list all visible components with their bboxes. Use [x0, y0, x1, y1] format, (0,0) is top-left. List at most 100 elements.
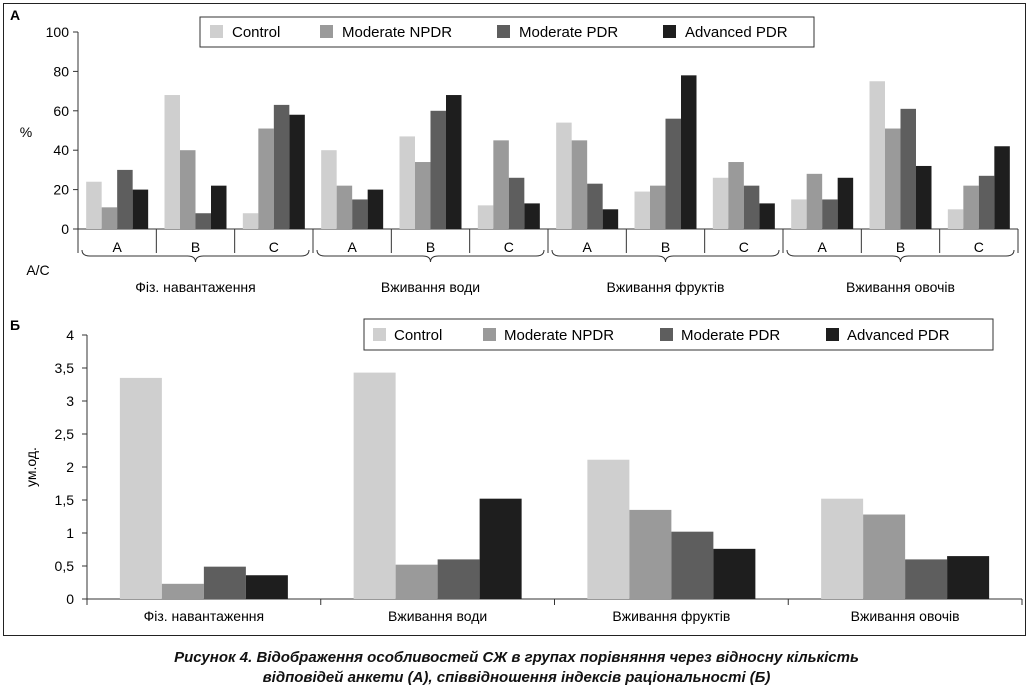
category-label: B	[896, 239, 905, 255]
bar	[712, 177, 729, 229]
bar	[994, 146, 1010, 229]
bar	[242, 213, 259, 229]
bar	[399, 136, 415, 229]
category-axis-label: A/C	[26, 262, 49, 278]
category-label: C	[269, 239, 279, 255]
bar	[446, 95, 462, 229]
bar	[791, 199, 807, 229]
bar	[978, 175, 995, 229]
figure-caption: Рисунок 4. Відображення особливостей СЖ …	[0, 648, 1033, 688]
group-label: Фіз. навантаження	[135, 279, 256, 295]
bar	[650, 185, 666, 229]
chart-panel-b: Б 0 0,5 1 1,5 2 2,5 3 3,5 4 ум.од. Фіз. навантаженн…	[10, 317, 1023, 624]
legend-box	[363, 318, 994, 351]
bar	[161, 583, 204, 599]
bar	[556, 122, 572, 229]
y-tick-label: 0,5	[55, 558, 75, 574]
bar	[321, 150, 337, 229]
panel-a-label: А	[10, 7, 20, 23]
category-label: C	[739, 239, 749, 255]
y-tick-label: 20	[53, 182, 69, 198]
bar	[671, 531, 714, 599]
legend-swatch	[826, 328, 839, 341]
bar	[885, 128, 901, 229]
figure-frame	[3, 3, 1026, 636]
bar	[352, 199, 368, 229]
bar	[477, 205, 494, 229]
legend-swatch	[497, 25, 510, 38]
bar	[430, 110, 446, 229]
legend-item: Control	[394, 327, 442, 344]
bar	[273, 104, 290, 229]
bar	[101, 207, 118, 229]
bar	[117, 169, 133, 229]
y-tick-label: 1	[66, 525, 74, 541]
legend-item: Advanced PDR	[685, 24, 788, 41]
bar	[508, 177, 525, 229]
legend-item: Moderate NPDR	[342, 24, 452, 41]
y-tick-label: 80	[53, 63, 69, 79]
legend-box	[199, 16, 815, 48]
legend-item: Moderate PDR	[519, 24, 618, 41]
bar	[947, 556, 990, 599]
caption-line-1: Рисунок 4. Відображення особливостей СЖ …	[174, 649, 859, 666]
bar	[743, 185, 760, 229]
y-tick-label: 100	[46, 24, 70, 40]
bar	[900, 108, 916, 229]
bar	[395, 564, 438, 599]
y-tick-label: 2	[66, 459, 74, 475]
y-tick-label: 40	[53, 142, 69, 158]
category-label: Вживання фруктів	[612, 608, 730, 624]
y-axis-label: %	[20, 124, 32, 140]
category-label: Вживання овочів	[851, 608, 960, 624]
group-label: Вживання овочів	[846, 279, 955, 295]
bar	[203, 566, 246, 599]
legend-item: Moderate NPDR	[504, 327, 614, 344]
bar	[524, 203, 540, 229]
bar	[195, 213, 211, 229]
legend-swatch	[373, 328, 386, 341]
bar	[415, 162, 431, 229]
group-brace	[81, 249, 310, 263]
group-brace	[786, 249, 1015, 263]
panel-b-label: Б	[10, 317, 20, 333]
bar	[571, 140, 588, 229]
group-brace	[316, 249, 545, 263]
bar	[822, 199, 838, 229]
legend-swatch	[483, 328, 496, 341]
chart-panel-a: А 0 20 40 60 80 100% A/C A B C Фіз. навантаження A B C…	[10, 7, 1019, 295]
caption-line-2: відповідей анкети (А), співвідношення ін…	[262, 669, 771, 686]
legend-item: Control	[232, 24, 280, 41]
category-label: A	[112, 239, 122, 255]
y-tick-label: 3	[66, 393, 74, 409]
bar	[132, 189, 149, 229]
bar	[164, 95, 180, 229]
category-label: B	[191, 239, 200, 255]
bar	[821, 498, 864, 599]
category-label: B	[661, 239, 670, 255]
bar	[180, 150, 196, 229]
legend-swatch	[320, 25, 333, 38]
bar	[963, 185, 979, 229]
legend-swatch	[660, 328, 673, 341]
category-label: A	[582, 239, 592, 255]
bar	[602, 209, 619, 229]
y-tick-label: 0	[66, 591, 74, 607]
y-tick-label: 4	[66, 327, 74, 343]
bar	[86, 181, 102, 229]
bar	[245, 575, 288, 599]
category-label: C	[504, 239, 514, 255]
bar	[905, 559, 948, 599]
bar	[681, 75, 697, 229]
y-tick-label: 3,5	[55, 360, 75, 376]
bar	[437, 559, 480, 599]
group-label: Вживання фруктів	[607, 279, 725, 295]
bar	[119, 377, 162, 599]
bar	[336, 185, 353, 229]
category-label: A	[817, 239, 827, 255]
bar	[665, 118, 681, 229]
bar	[863, 514, 906, 599]
bar	[869, 81, 885, 229]
bar	[587, 459, 630, 599]
bar	[713, 548, 756, 599]
